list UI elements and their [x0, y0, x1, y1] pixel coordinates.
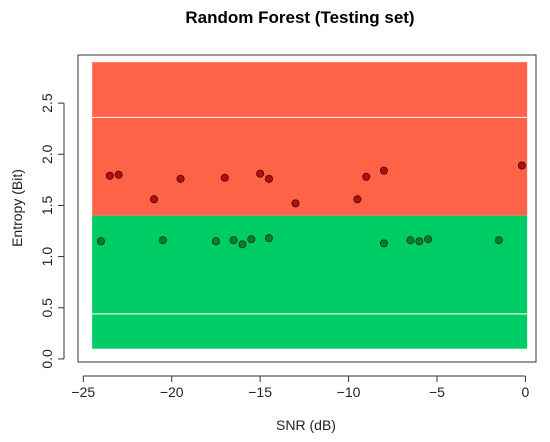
y-tick-label-3: 1.5 — [39, 195, 55, 215]
point-upper-1 — [114, 170, 123, 179]
x-tick-label-2: −15 — [248, 384, 272, 400]
point-upper-5 — [256, 169, 265, 178]
point-lower-2 — [211, 237, 220, 246]
point-lower-4 — [238, 240, 247, 249]
x-tick-label-4: −5 — [429, 384, 445, 400]
point-lower-1 — [158, 236, 167, 245]
point-upper-11 — [517, 161, 526, 170]
point-upper-8 — [353, 195, 362, 204]
point-upper-2 — [150, 195, 159, 204]
region-upper — [92, 62, 528, 216]
point-upper-0 — [105, 171, 114, 180]
data-points — [96, 161, 526, 249]
point-lower-3 — [229, 236, 238, 245]
x-tick-label-0: −25 — [71, 384, 95, 400]
y-axis-label: Entropy (Bit) — [9, 169, 25, 247]
background-regions — [92, 62, 528, 349]
plot-frame — [77, 54, 537, 363]
x-axis-label: SNR (dB) — [276, 417, 336, 433]
point-lower-8 — [406, 236, 415, 245]
point-lower-10 — [424, 235, 433, 244]
x-tick-label-5: 0 — [521, 384, 529, 400]
x-tick-label-1: −20 — [160, 384, 184, 400]
region-lower — [92, 215, 528, 349]
point-lower-5 — [247, 235, 256, 244]
point-upper-6 — [264, 174, 273, 183]
x-axis: −25 −20 −15 −10 −5 0 — [71, 375, 529, 400]
x-tick-label-3: −10 — [337, 384, 361, 400]
point-lower-9 — [415, 237, 424, 246]
y-tick-label-2: 1.0 — [39, 247, 55, 267]
point-upper-7 — [291, 199, 300, 208]
grid-lines — [92, 116, 528, 315]
point-lower-6 — [264, 234, 273, 243]
point-upper-4 — [220, 173, 229, 182]
y-tick-label-5: 2.5 — [39, 93, 55, 113]
y-tick-label-4: 2.0 — [39, 144, 55, 164]
point-upper-3 — [176, 174, 185, 183]
point-upper-10 — [379, 166, 388, 175]
y-axis: 0.0 0.5 1.0 1.5 2.0 2.5 — [39, 93, 65, 369]
point-lower-0 — [96, 237, 105, 246]
point-lower-11 — [494, 236, 503, 245]
y-tick-label-1: 0.5 — [39, 298, 55, 318]
point-upper-9 — [362, 172, 371, 181]
y-tick-label-0: 0.0 — [39, 349, 55, 369]
chart-title: Random Forest (Testing set) — [185, 8, 414, 27]
point-lower-7 — [379, 239, 388, 248]
